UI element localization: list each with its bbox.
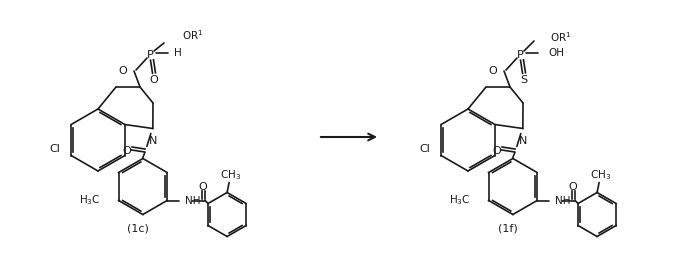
Text: Cl: Cl: [50, 145, 61, 155]
Text: O: O: [493, 145, 501, 155]
Text: CH$_3$: CH$_3$: [591, 169, 611, 182]
Text: O: O: [118, 66, 127, 76]
Text: H: H: [174, 48, 181, 58]
Text: Cl: Cl: [419, 145, 431, 155]
Text: (1c): (1c): [127, 224, 149, 234]
Text: NH: NH: [185, 196, 200, 206]
Text: O: O: [199, 181, 207, 191]
Text: NH: NH: [555, 196, 570, 206]
Text: O: O: [488, 66, 497, 76]
Text: OH: OH: [548, 48, 564, 58]
Text: OR$^1$: OR$^1$: [550, 30, 572, 44]
Text: P: P: [147, 50, 154, 60]
Text: P: P: [517, 50, 524, 60]
Text: N: N: [519, 135, 527, 145]
Text: O: O: [149, 75, 158, 85]
Text: N: N: [149, 135, 157, 145]
Text: H$_3$C: H$_3$C: [79, 194, 101, 207]
Text: S: S: [521, 75, 528, 85]
Text: (1f): (1f): [498, 224, 518, 234]
Text: OR$^1$: OR$^1$: [182, 28, 203, 42]
Text: O: O: [122, 145, 131, 155]
Text: H$_3$C: H$_3$C: [449, 194, 470, 207]
Text: O: O: [569, 181, 577, 191]
Text: CH$_3$: CH$_3$: [221, 169, 242, 182]
